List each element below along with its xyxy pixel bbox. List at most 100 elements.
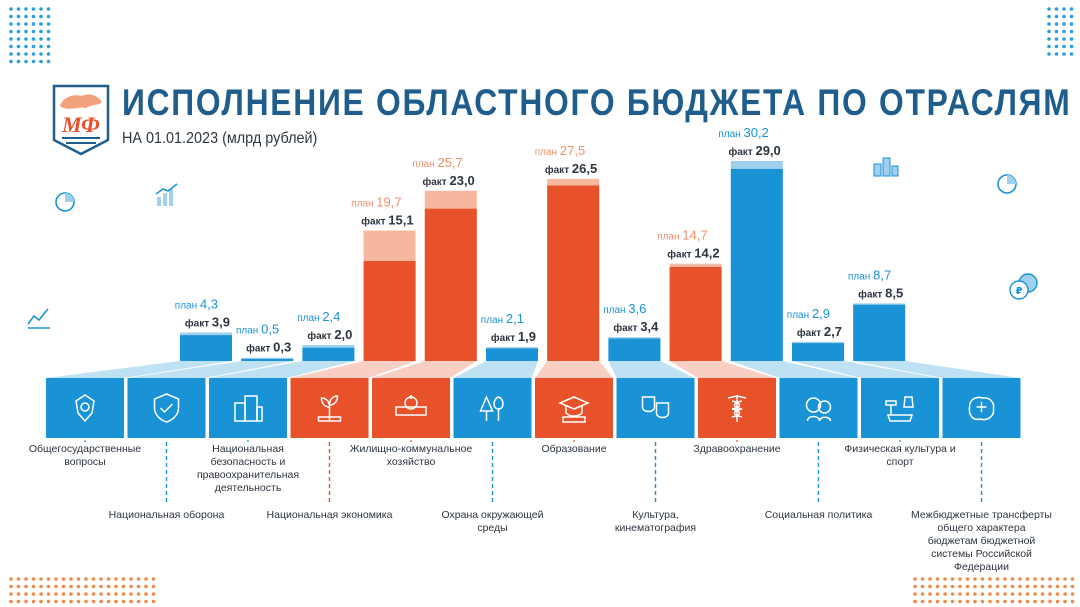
bar-fact <box>853 304 906 361</box>
decor-dot <box>114 599 118 604</box>
buildings-icon <box>234 395 263 422</box>
decor-dot <box>935 584 940 589</box>
decor-dot <box>1003 599 1007 604</box>
category-label-line: вопросы <box>64 456 105 468</box>
decor-dot <box>1055 599 1060 604</box>
plan-value: 3,6 <box>628 301 646 316</box>
decor-dot <box>965 599 970 604</box>
decor-dot <box>1069 44 1074 49</box>
decor-dot <box>46 599 51 604</box>
decor-dot <box>99 584 103 589</box>
decor-dot <box>24 44 28 49</box>
decor-dot <box>1047 22 1051 26</box>
decor-dot <box>39 592 43 596</box>
plan-value: 19,7 <box>376 195 401 210</box>
bar-fact <box>424 208 477 361</box>
coins-stack-icon <box>873 157 899 177</box>
decor-dot <box>39 22 43 26</box>
fact-value: 0,3 <box>273 340 291 355</box>
decor-dot <box>69 599 73 604</box>
decor-dot <box>106 584 111 589</box>
decor-dot <box>995 584 1000 589</box>
connector-band <box>372 361 477 378</box>
decor-dot <box>31 584 36 589</box>
decor-dot <box>54 584 58 589</box>
bar-fact <box>486 348 538 361</box>
plan-value: 0,5 <box>261 322 279 337</box>
plan-value: 2,1 <box>506 311 524 326</box>
decor-dot <box>1047 7 1051 11</box>
decor-dot <box>9 584 13 589</box>
plan-value: 25,7 <box>437 155 462 170</box>
decor-dot <box>1062 37 1066 41</box>
fact-label: факт 1,9 <box>491 329 536 344</box>
category-label: Образование <box>541 443 606 455</box>
category-label: Социальная политика <box>765 509 873 521</box>
decor-dot <box>1069 22 1074 26</box>
decor-dot <box>91 584 96 589</box>
connector-band <box>127 361 294 378</box>
fact-value: 2,0 <box>334 327 352 342</box>
category-label-line: правоохранительная <box>197 469 299 481</box>
fact-value: 26,5 <box>572 161 597 176</box>
decor-dot <box>114 592 118 596</box>
decor-dot <box>995 599 1000 604</box>
decor-dot <box>76 592 81 596</box>
decor-dot <box>965 592 970 596</box>
decor-dot <box>1063 592 1067 596</box>
plan-label: план 30,2 <box>718 125 768 140</box>
decor-dot <box>1048 592 1052 596</box>
decor-dot <box>913 592 917 596</box>
decor-dot <box>950 599 955 604</box>
category-label-line: спорт <box>886 456 913 468</box>
decor-dot <box>928 599 932 604</box>
fact-label: факт 23,0 <box>422 173 474 188</box>
decor-dot <box>91 599 96 604</box>
decor-dot <box>995 592 1000 596</box>
category-label-line: Национальная оборона <box>109 509 225 521</box>
decor-dot <box>31 29 36 34</box>
decor-dot <box>1033 584 1037 589</box>
decor-dot <box>39 14 43 19</box>
decor-dot <box>46 52 51 56</box>
decor-dot <box>136 592 141 596</box>
decor-dot <box>39 7 43 11</box>
category-tile <box>535 378 613 438</box>
decor-dot <box>46 584 51 589</box>
fact-value: 1,9 <box>518 329 536 344</box>
decor-dot <box>91 592 96 596</box>
category-label-line: общего характера <box>937 522 1025 534</box>
decor-dot <box>16 584 21 589</box>
decor-dot <box>24 592 28 596</box>
decor-dot <box>973 577 977 581</box>
decor-dot <box>1040 584 1045 589</box>
category-label-line: системы Российской <box>931 548 1032 560</box>
decor-dot <box>1018 577 1022 581</box>
decor-dot <box>24 22 28 26</box>
decor-dot <box>121 577 126 581</box>
decor-dot <box>46 22 51 26</box>
decor-dot <box>16 592 21 596</box>
decor-dot <box>54 599 58 604</box>
decor-dot <box>24 59 28 64</box>
decor-dot <box>1033 592 1037 596</box>
plan-value: 2,9 <box>812 306 830 321</box>
decor-dot <box>913 584 917 589</box>
bar-fact <box>302 347 355 361</box>
decor-dot <box>84 584 88 589</box>
decor-dot <box>1070 584 1075 589</box>
fact-label: факт 2,0 <box>307 327 352 342</box>
category-label-line: Национальная <box>212 443 284 455</box>
decor-dot <box>943 599 947 604</box>
decor-dot <box>1003 584 1007 589</box>
plan-label: план 0,5 <box>236 322 279 337</box>
fact-value: 8,5 <box>885 285 903 300</box>
connector-band <box>669 361 776 378</box>
decor-dot <box>99 592 103 596</box>
decor-dot <box>39 577 43 581</box>
category-tile <box>209 378 287 438</box>
decor-dots-bottom-left <box>9 577 156 604</box>
decor-dot <box>920 584 925 589</box>
decor-dot <box>76 584 81 589</box>
